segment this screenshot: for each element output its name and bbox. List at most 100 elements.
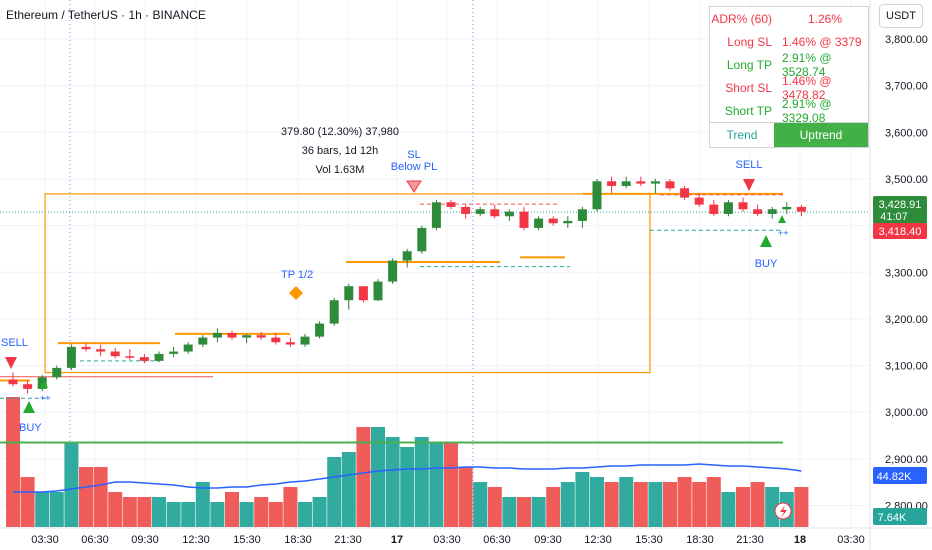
candle-body	[753, 209, 763, 214]
stat-row: ADR% (60) 1.26%	[710, 7, 868, 30]
candle-body	[388, 260, 398, 282]
trend-label: Trend	[726, 128, 758, 142]
stat-value: 2.91% @ 3329.08	[782, 96, 832, 125]
volume-bar	[225, 492, 239, 527]
candle-body	[650, 181, 660, 184]
plus-label: ++	[778, 228, 789, 238]
candle-body	[475, 209, 485, 214]
candle-body	[504, 211, 514, 217]
stat-key: Long TP	[726, 57, 772, 72]
countdown-text: 41:07	[880, 211, 908, 223]
buy-signal-icon	[23, 401, 35, 413]
candle-body	[519, 211, 529, 228]
volume-ma-badge	[873, 467, 927, 484]
candle-body	[125, 356, 135, 358]
volume-bars	[6, 397, 809, 527]
x-tick-label: 03:30	[433, 534, 461, 546]
last-price-text: 3,428.91	[879, 199, 922, 211]
volume-bar	[487, 487, 502, 527]
volume-bar	[575, 472, 590, 527]
volume-bar	[79, 467, 93, 527]
volume-bar	[736, 487, 750, 527]
candle-body	[23, 384, 33, 389]
candle-body	[329, 300, 339, 324]
candle-body	[154, 353, 164, 361]
volume-bar	[502, 497, 517, 527]
lightning-icon	[780, 505, 787, 518]
y-tick-label: 3,800.00	[885, 34, 928, 46]
volume-bar	[268, 502, 283, 527]
candle-body	[636, 181, 646, 184]
x-tick-label: 21:30	[736, 534, 764, 546]
stat-value: 2.91% @ 3528.74	[782, 50, 832, 79]
stat-key: Short TP	[724, 103, 772, 118]
candle-body	[271, 337, 281, 343]
candle-body	[256, 335, 266, 338]
x-tick-label: 03:30	[837, 534, 865, 546]
volume-bar	[312, 497, 327, 527]
candle-body	[300, 336, 310, 345]
volume-bar	[385, 437, 400, 527]
currency-label: USDT	[886, 10, 916, 22]
candle-body	[285, 342, 295, 345]
x-tick-label: 18:30	[686, 534, 714, 546]
volume-bar	[692, 482, 707, 527]
buy-signal-icon	[760, 235, 772, 247]
volume-bar	[210, 502, 225, 527]
candle-body	[490, 209, 500, 217]
plus-label: ++	[40, 393, 51, 403]
chart-overlays	[0, 192, 783, 444]
stat-key: ADR% (60)	[711, 11, 772, 26]
time-axis: 03:30 06:30 09:30 12:30 15:30 18:30 21:30 17 03:…	[31, 534, 865, 546]
candle-body	[417, 227, 427, 252]
trend-row: Trend Uptrend	[710, 122, 868, 147]
volume-bar	[414, 437, 429, 527]
volume-bar	[604, 482, 619, 527]
candle-body	[738, 202, 748, 210]
sl-sublabel: Below PL	[391, 161, 437, 173]
candle-body	[358, 286, 368, 301]
other-price-badge	[873, 223, 927, 239]
volume-bar	[633, 482, 648, 527]
sl-label: SL	[407, 149, 420, 161]
volume-bar	[166, 502, 181, 527]
chart-title-text: Ethereum / TetherUS · 1h · BINANCE	[6, 8, 206, 22]
stat-key: Short SL	[725, 80, 772, 95]
candle-body	[607, 181, 617, 186]
candle-body	[227, 332, 237, 338]
y-tick-label: 3,100.00	[885, 361, 928, 373]
candle-body	[577, 209, 587, 221]
candle-body	[446, 202, 456, 207]
candle-body	[402, 251, 412, 261]
volume-bar	[619, 477, 634, 527]
price-axis: 2,800.002,900.003,000.003,100.003,200.00…	[873, 34, 928, 525]
volume-bar	[444, 442, 458, 527]
candle-body	[431, 202, 441, 228]
volume-bar	[663, 482, 677, 527]
y-tick-label: 3,300.00	[885, 267, 928, 279]
x-tick-label: 18	[794, 534, 806, 546]
volume-bar	[356, 427, 371, 527]
tp-label: TP 1/2	[281, 269, 313, 281]
volume-bar	[794, 487, 809, 527]
volume-bar	[239, 502, 254, 527]
volume-bar	[473, 482, 488, 527]
currency-selector[interactable]: USDT	[879, 4, 923, 28]
volume-bar	[517, 497, 531, 527]
y-tick-label: 3,000.00	[885, 407, 928, 419]
candle-body	[373, 281, 383, 301]
candle-body	[694, 197, 704, 205]
stats-table: ADR% (60) 1.26% Long SL 1.46% @ 3379 Lon…	[709, 6, 869, 148]
candle-body	[139, 357, 149, 361]
stat-value: 1.26%	[807, 11, 843, 26]
volume-bar	[195, 482, 210, 527]
candle-body	[782, 206, 792, 210]
sl-triangle-icon	[406, 180, 422, 193]
volume-bar	[458, 467, 473, 527]
volume-bar	[93, 467, 108, 527]
candle-body	[767, 209, 777, 214]
candle-body	[723, 202, 733, 214]
volume-bar	[254, 497, 269, 527]
x-tick-label: 09:30	[534, 534, 562, 546]
